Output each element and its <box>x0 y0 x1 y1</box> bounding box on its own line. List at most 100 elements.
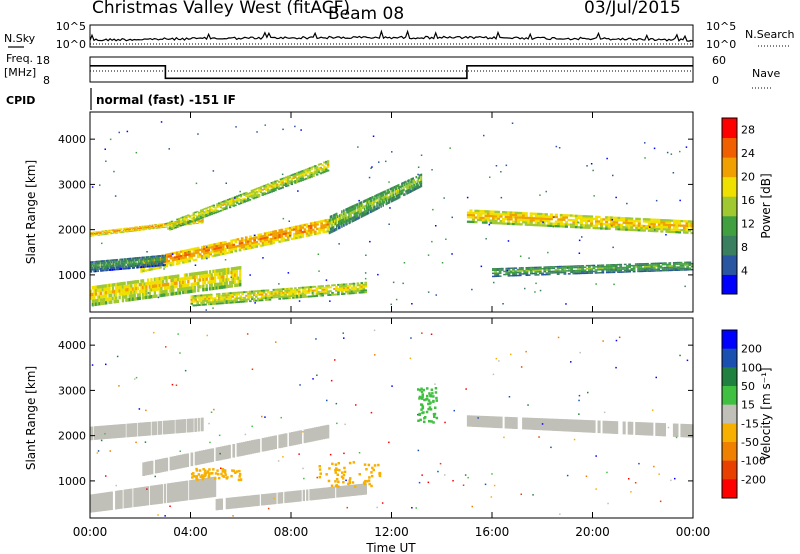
power-cell <box>188 257 192 260</box>
power-cell <box>202 288 205 292</box>
power-cell <box>201 208 205 211</box>
power-cell <box>662 223 666 226</box>
power-cell <box>268 291 272 293</box>
power-cell <box>110 267 113 269</box>
velocity-speckle <box>144 441 147 443</box>
power-cell <box>318 227 321 230</box>
power-cell <box>648 267 652 269</box>
power-cell <box>219 203 223 205</box>
power-cell <box>148 268 152 271</box>
power-cell <box>632 264 636 267</box>
velocity-ground-cell <box>232 497 235 509</box>
power-cell <box>354 206 357 210</box>
power-cell <box>92 268 94 271</box>
power-cell <box>338 217 340 221</box>
power-cell <box>563 268 567 271</box>
power-cell <box>232 196 235 199</box>
power-cell <box>386 191 389 195</box>
power-cell <box>187 276 190 280</box>
velocity-patch-cell <box>195 467 198 471</box>
power-cell <box>250 196 254 199</box>
power-cell <box>130 259 132 262</box>
power-cell <box>219 205 223 207</box>
power-cell <box>191 222 194 223</box>
velocity-speckle <box>343 337 345 339</box>
power-cell <box>126 227 129 229</box>
power-cell <box>660 221 664 224</box>
power-cell <box>563 270 567 272</box>
power-cell <box>124 262 126 264</box>
power-cell <box>650 264 654 266</box>
power-cell <box>650 229 654 233</box>
power-cell <box>158 293 161 298</box>
power-cell <box>98 266 100 269</box>
power-cell <box>339 214 341 218</box>
power-cell <box>196 215 199 218</box>
power-cell <box>228 201 232 204</box>
power-cell <box>614 265 618 267</box>
power-cell <box>582 217 586 220</box>
velocity-ground-cell <box>201 417 204 432</box>
power-cell <box>235 283 238 287</box>
power-cell <box>200 298 203 301</box>
velocity-patch-cell <box>334 471 337 474</box>
power-cell <box>119 268 121 270</box>
power-cell <box>274 184 277 186</box>
power-cell <box>579 221 583 224</box>
power-cell <box>149 228 151 230</box>
power-y-axis-label: Slant Range [km] <box>24 160 38 264</box>
power-cell <box>583 271 587 273</box>
power-cell <box>232 205 235 207</box>
power-cell <box>245 300 248 303</box>
power-cell <box>113 300 116 304</box>
power-cell <box>286 234 290 237</box>
power-cell <box>221 241 225 244</box>
power-cell <box>247 296 250 299</box>
power-cell <box>339 223 341 226</box>
power-cell <box>525 270 529 272</box>
velocity-ground-cell <box>630 421 634 435</box>
power-cell <box>534 274 538 276</box>
power-speckle <box>230 276 232 278</box>
power-cell <box>307 229 311 232</box>
power-cell <box>298 287 301 289</box>
power-cell <box>630 268 634 270</box>
power-cell <box>157 280 160 284</box>
velocity-ground-cell <box>175 455 179 470</box>
power-cell <box>322 228 326 231</box>
power-cell <box>135 264 137 267</box>
power-cell <box>329 286 332 289</box>
power-cell <box>362 291 366 294</box>
power-cell <box>484 219 488 222</box>
power-cell <box>619 271 623 273</box>
power-cell <box>681 269 685 271</box>
power-cell <box>308 176 312 179</box>
power-cell <box>514 216 518 219</box>
power-cell <box>117 268 119 271</box>
power-cell <box>115 260 117 263</box>
power-cell <box>97 260 99 263</box>
power-cell <box>95 302 98 306</box>
velocity-speckle <box>541 423 544 425</box>
power-cell <box>189 220 192 222</box>
power-cell <box>245 193 248 196</box>
power-cell <box>294 292 297 295</box>
power-cell <box>102 230 105 232</box>
power-cell <box>534 221 538 224</box>
power-cell <box>305 295 309 298</box>
power-cell <box>677 266 681 268</box>
power-cell <box>410 190 412 193</box>
power-cell <box>133 263 135 265</box>
power-cell <box>137 257 140 259</box>
power-cell <box>554 266 558 268</box>
velocity-ground-cell <box>504 416 508 429</box>
power-cell <box>403 181 405 185</box>
power-cell <box>301 231 305 234</box>
power-speckle <box>507 240 510 242</box>
power-cell <box>544 217 548 220</box>
power-cell <box>550 267 553 270</box>
power-cell <box>251 241 254 245</box>
power-cell <box>227 277 230 282</box>
power-cell <box>299 233 303 236</box>
power-cell <box>605 223 609 226</box>
